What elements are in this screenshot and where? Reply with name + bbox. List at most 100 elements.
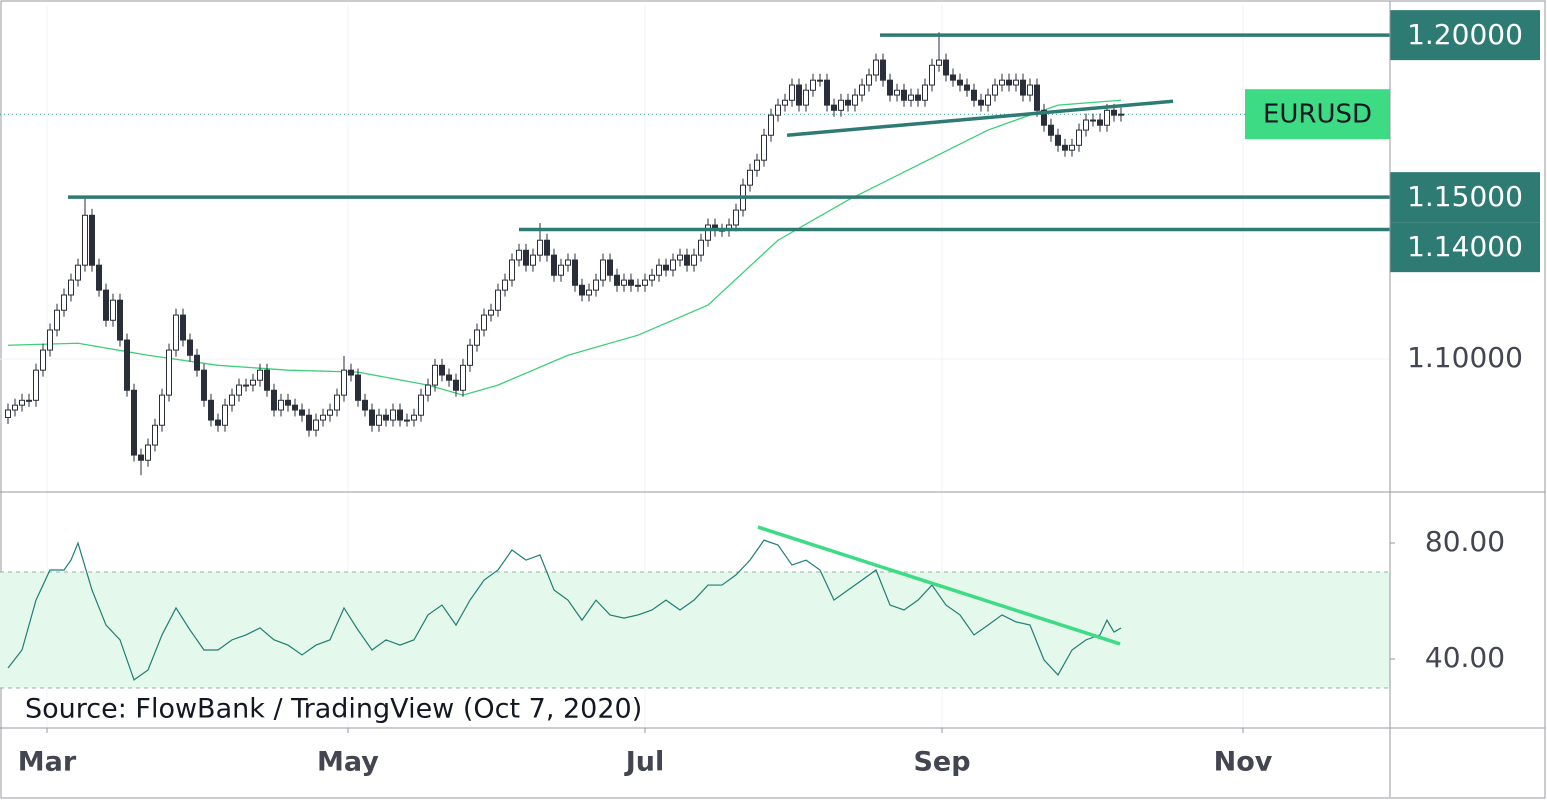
candle-body (1054, 134, 1061, 146)
symbol-label: EURUSD (1263, 100, 1372, 130)
candle-body (928, 64, 935, 86)
band (0, 572, 1390, 688)
candle-body (1117, 113, 1124, 116)
candle-body (865, 74, 872, 86)
candle-body (144, 444, 151, 461)
candle-body (501, 279, 508, 291)
candle-body (921, 84, 928, 101)
candle-body (683, 254, 690, 266)
candle-body (907, 94, 914, 101)
candle-body (110, 299, 117, 321)
candle-body (445, 374, 452, 381)
level-label-box (1390, 172, 1540, 223)
candle-body (788, 84, 795, 101)
candle-body (830, 104, 837, 111)
x-tick-label: Mar (18, 747, 77, 778)
candle-body (389, 409, 396, 421)
candle-body (137, 454, 144, 461)
candle-body (746, 169, 753, 186)
candle-body (760, 134, 767, 161)
candle-body (1033, 84, 1040, 111)
candle-body (886, 79, 893, 96)
candle-body (54, 309, 61, 331)
candle-body (753, 159, 760, 171)
candle-body (298, 409, 305, 416)
candle-body (781, 99, 788, 106)
candle-body (823, 79, 830, 106)
candle-body (592, 279, 599, 291)
candle-body (431, 364, 438, 386)
candle-body (494, 289, 501, 311)
candle-body (942, 59, 949, 76)
candle-body (68, 279, 75, 296)
candle-body (242, 384, 249, 387)
candle-body (564, 259, 571, 266)
candle-body (662, 264, 669, 271)
candle-body (851, 94, 858, 106)
candle-body (1082, 119, 1089, 131)
candle-body (172, 314, 179, 351)
candle-body (117, 299, 124, 341)
candle-body (970, 89, 977, 101)
candle-body (585, 289, 592, 296)
candle-body (655, 264, 662, 276)
candle-body (571, 259, 578, 286)
candle-body (326, 409, 333, 416)
candle-body (697, 239, 704, 256)
candle-body (158, 394, 165, 426)
symbol-box (1245, 89, 1390, 140)
candle-body (40, 349, 47, 371)
candle-body (557, 264, 564, 276)
candle-body (473, 329, 480, 346)
y-tick-label: 40.00 (1425, 641, 1505, 674)
candle-body (480, 314, 487, 331)
x-tick-label: Jul (624, 747, 665, 778)
candle-body (837, 99, 844, 111)
candle-body (354, 374, 361, 401)
candle-body (417, 394, 424, 416)
candle-body (207, 399, 214, 421)
candle-body (872, 59, 879, 76)
candle-body (487, 309, 494, 316)
candle-body (193, 354, 200, 371)
candle-body (802, 89, 809, 106)
candle-body (123, 339, 130, 391)
candle-body (256, 369, 263, 381)
candle-body (732, 209, 739, 226)
candle-body (179, 314, 186, 341)
candle-body (613, 274, 620, 286)
x-tick-label: May (317, 747, 379, 778)
candle-body (578, 284, 585, 296)
candle-body (1103, 109, 1110, 126)
candle-body (96, 264, 103, 291)
candle-body (1061, 144, 1068, 151)
candle-body (634, 284, 641, 287)
candle-body (151, 424, 158, 446)
candle-body (844, 99, 851, 106)
candle-body (935, 59, 942, 66)
candle-body (75, 264, 82, 281)
candle-body (858, 84, 865, 96)
candle-body (1040, 109, 1047, 126)
y-tick-label: 80.00 (1425, 525, 1505, 558)
candle-body (263, 369, 270, 391)
candle-body (291, 404, 298, 411)
candle-body (984, 94, 991, 106)
source-annotation: Source: FlowBank / TradingView (Oct 7, 2… (25, 694, 642, 725)
candle-body (627, 279, 634, 286)
candle-body (382, 414, 389, 421)
candle-body (200, 369, 207, 401)
candle-body (991, 84, 998, 96)
candle-body (466, 344, 473, 366)
candle-body (1047, 124, 1054, 136)
candle-body (1005, 79, 1012, 86)
candle-body (12, 404, 19, 411)
candle-body (648, 274, 655, 281)
rsi-line (7, 539, 1122, 681)
moving-average (7, 99, 1122, 396)
candle-body (1075, 129, 1082, 146)
candle-body (1068, 144, 1075, 151)
candle-body (103, 289, 110, 321)
candle-body (1012, 79, 1019, 86)
